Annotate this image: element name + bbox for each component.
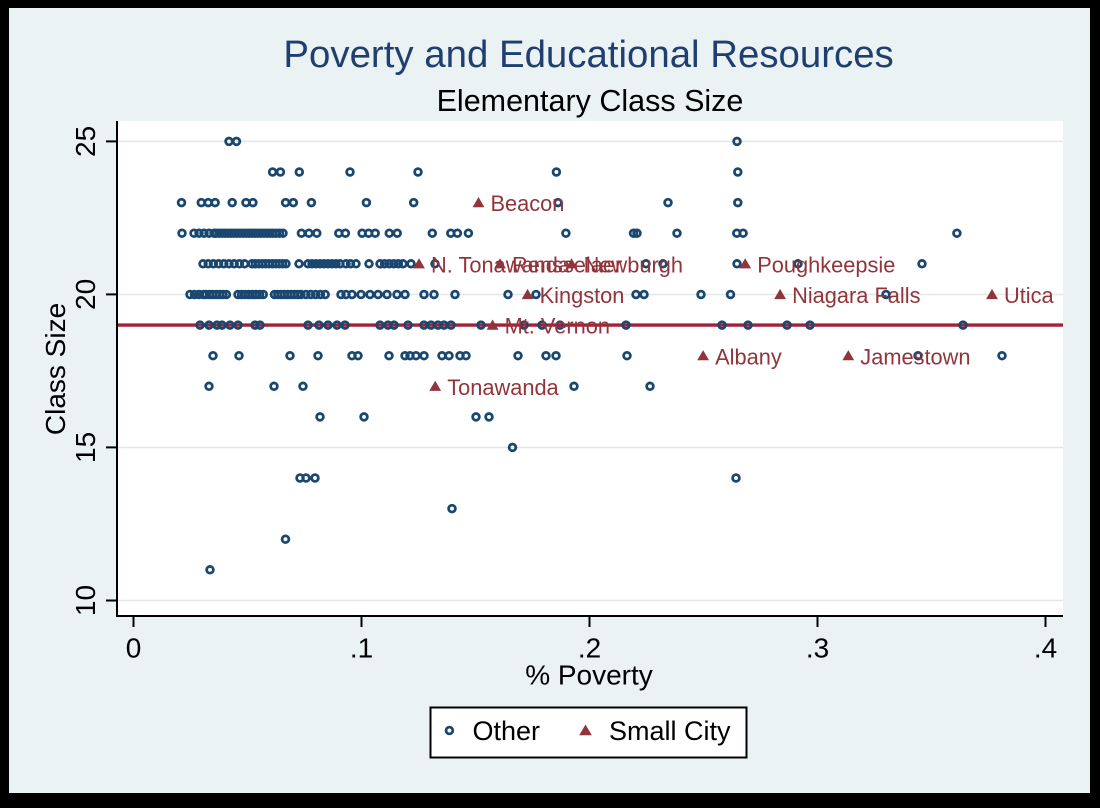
svg-text:10: 10	[70, 585, 101, 616]
svg-text:.1: .1	[350, 632, 373, 663]
svg-text:25: 25	[70, 126, 101, 157]
svg-text:Other: Other	[473, 716, 541, 746]
svg-text:Poverty and Educational Resour: Poverty and Educational Resources	[283, 33, 893, 76]
svg-text:Beacon: Beacon	[491, 191, 565, 216]
svg-text:Poughkeepsie: Poughkeepsie	[757, 252, 895, 277]
svg-text:Albany: Albany	[715, 344, 782, 369]
svg-text:Tonawanda: Tonawanda	[447, 375, 559, 400]
svg-text:.4: .4	[1034, 632, 1057, 663]
svg-text:Kingston: Kingston	[540, 283, 625, 308]
svg-text:Niagara Falls: Niagara Falls	[792, 283, 921, 308]
svg-text:0: 0	[126, 632, 142, 663]
svg-text:.3: .3	[806, 632, 829, 663]
svg-text:Mt. Vernon: Mt. Vernon	[505, 314, 610, 339]
svg-text:Utica: Utica	[1004, 283, 1055, 308]
svg-text:20: 20	[70, 279, 101, 310]
svg-text:% Poverty: % Poverty	[525, 660, 653, 691]
svg-text:Rensselaer: Rensselaer	[512, 252, 622, 277]
svg-text:15: 15	[70, 432, 101, 463]
svg-text:.2: .2	[578, 632, 601, 663]
svg-text:Elementary Class Size: Elementary Class Size	[437, 84, 744, 118]
svg-text:Small City: Small City	[609, 716, 731, 746]
svg-text:Class Size: Class Size	[40, 303, 71, 435]
svg-text:Newburgh: Newburgh	[584, 252, 683, 277]
svg-text:Jamestown: Jamestown	[860, 344, 970, 369]
